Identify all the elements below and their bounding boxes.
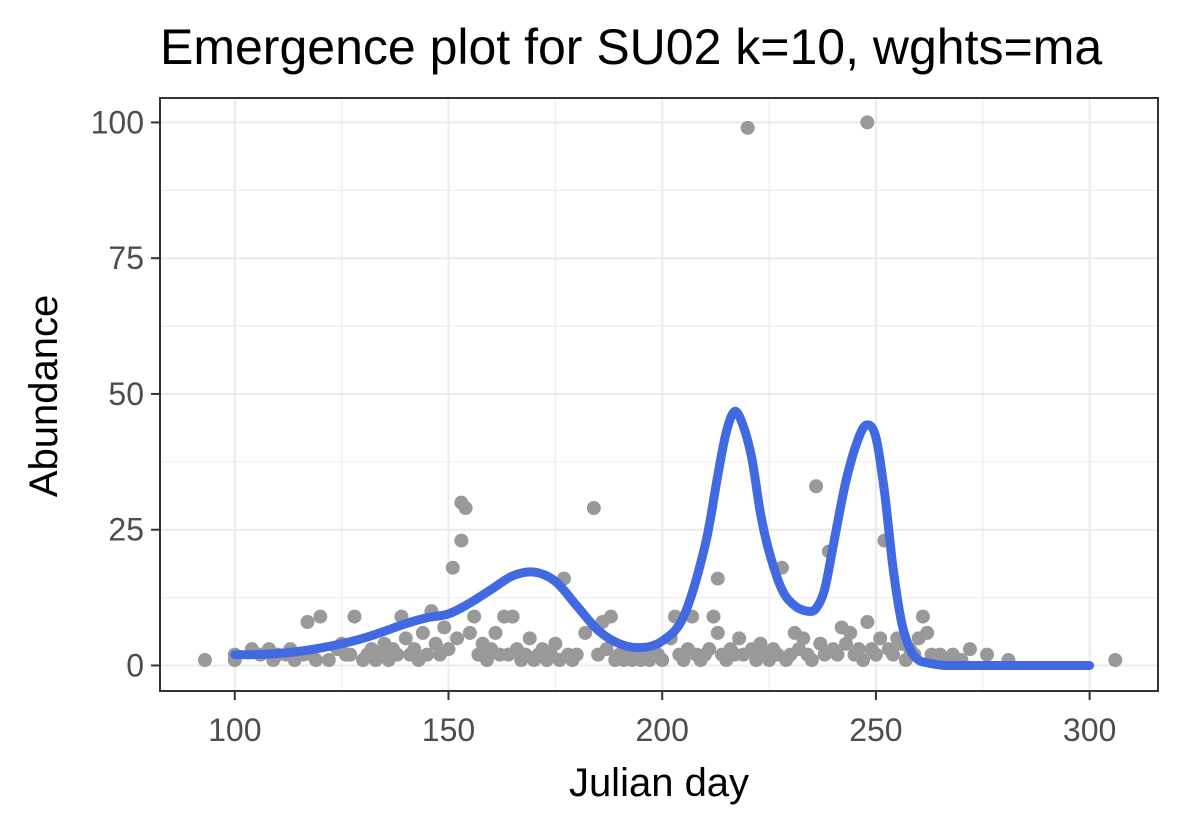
data-point	[873, 631, 888, 646]
y-axis-ticks: 0 25 50 75 100	[91, 104, 160, 683]
x-tick-label: 150	[422, 712, 475, 748]
data-point	[962, 642, 977, 657]
data-point	[868, 647, 883, 662]
x-tick-label: 300	[1063, 712, 1116, 748]
data-point	[569, 647, 584, 662]
y-tick-label: 50	[108, 376, 144, 412]
data-point	[467, 609, 482, 624]
data-point	[522, 631, 537, 646]
data-point	[437, 620, 452, 635]
data-point	[702, 642, 717, 657]
data-point	[710, 571, 725, 586]
data-point	[980, 647, 995, 662]
data-point	[886, 647, 901, 662]
x-tick-label: 250	[849, 712, 902, 748]
data-point	[398, 631, 413, 646]
x-tick-label: 200	[636, 712, 689, 748]
data-point	[843, 625, 858, 640]
data-point	[578, 625, 593, 640]
y-tick-label: 0	[126, 647, 144, 683]
data-point	[753, 636, 768, 651]
data-point	[445, 560, 460, 575]
data-point	[505, 609, 520, 624]
x-axis-title: Julian day	[569, 761, 749, 805]
data-point	[710, 625, 725, 640]
scatter-points	[197, 115, 1123, 668]
y-tick-label: 75	[108, 240, 144, 276]
data-point	[860, 115, 875, 130]
data-point	[830, 647, 845, 662]
data-point	[321, 653, 336, 668]
data-point	[603, 609, 618, 624]
data-point	[197, 653, 212, 668]
data-point	[450, 631, 465, 646]
data-point	[860, 615, 875, 630]
x-axis-ticks: 100 150 200 250 300	[208, 691, 1116, 748]
data-point	[415, 625, 430, 640]
data-point	[740, 120, 755, 135]
data-point	[407, 642, 422, 657]
grid-minor	[160, 98, 1158, 691]
data-point	[915, 609, 930, 624]
data-point	[428, 636, 443, 651]
data-point	[586, 500, 601, 515]
data-point	[313, 609, 328, 624]
data-point	[462, 625, 477, 640]
data-point	[706, 609, 721, 624]
data-point	[479, 653, 494, 668]
x-tick-label: 100	[208, 712, 261, 748]
data-point	[796, 631, 811, 646]
data-point	[420, 647, 435, 662]
data-point	[488, 625, 503, 640]
data-point	[454, 533, 469, 548]
y-tick-label: 25	[108, 512, 144, 548]
data-point	[856, 653, 871, 668]
data-point	[548, 636, 563, 651]
data-point	[1108, 653, 1123, 668]
data-point	[655, 653, 670, 668]
data-point	[300, 615, 315, 630]
data-point	[804, 653, 819, 668]
data-point	[347, 609, 362, 624]
data-point	[732, 631, 747, 646]
smooth-fit-line	[230, 406, 1095, 671]
y-tick-label: 100	[91, 104, 144, 140]
data-point	[809, 479, 824, 494]
data-point	[343, 647, 358, 662]
chart-title: Emergence plot for SU02 k=10, wghts=ma	[160, 19, 1102, 75]
data-point	[813, 636, 828, 651]
data-point	[458, 500, 473, 515]
data-point	[390, 647, 405, 662]
data-point	[676, 653, 691, 668]
data-point	[851, 642, 866, 657]
data-point	[599, 642, 614, 657]
data-point	[920, 625, 935, 640]
data-point	[309, 653, 324, 668]
data-point	[441, 642, 456, 657]
data-point	[838, 636, 853, 651]
y-axis-title: Abundance	[22, 295, 66, 497]
